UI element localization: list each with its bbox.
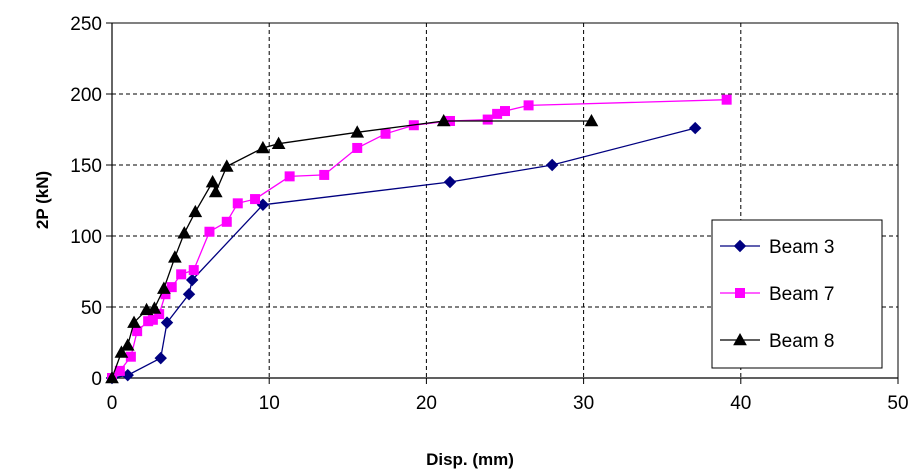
x-tick-label: 20 <box>416 393 437 414</box>
data-point <box>120 338 135 351</box>
data-point <box>523 100 534 111</box>
data-point <box>176 269 187 280</box>
x-tick-label: 50 <box>887 393 908 414</box>
data-point <box>205 175 220 188</box>
data-point <box>114 365 125 376</box>
axes <box>106 22 899 384</box>
data-point <box>154 309 165 320</box>
legend-label: Beam 7 <box>769 284 834 305</box>
data-point <box>160 316 174 329</box>
series-group <box>105 94 732 385</box>
legend-item: Beam 7 <box>720 284 834 305</box>
y-tick-label: 200 <box>70 85 102 106</box>
legend-label: Beam 8 <box>769 331 834 352</box>
data-point <box>105 370 119 384</box>
data-point <box>204 226 215 237</box>
series-beam-8 <box>105 113 599 384</box>
data-point <box>350 125 365 138</box>
data-point <box>380 128 391 139</box>
tick-labels: 0 50 100 150 200 250 0 10 20 30 40 50 <box>70 14 908 414</box>
x-tick-label: 0 <box>107 393 118 414</box>
legend-item: Beam 8 <box>720 331 834 352</box>
data-point <box>545 158 559 172</box>
data-point <box>232 198 243 209</box>
data-point <box>157 281 171 294</box>
y-tick-label: 50 <box>81 298 102 319</box>
data-point <box>219 159 234 172</box>
y-axis-label: 2P (kN) <box>33 171 52 229</box>
y-tick-label: 100 <box>70 227 102 248</box>
data-point <box>436 113 451 127</box>
data-point <box>177 226 192 239</box>
data-point <box>125 351 136 362</box>
data-point <box>208 184 223 198</box>
x-tick-label: 10 <box>259 393 280 414</box>
data-point <box>352 142 363 153</box>
data-point <box>166 282 177 293</box>
data-point <box>271 136 286 149</box>
legend-marker <box>733 239 747 253</box>
data-point <box>250 194 261 205</box>
data-point <box>154 351 167 365</box>
data-point <box>443 175 457 189</box>
data-point <box>147 301 162 314</box>
data-point <box>132 326 143 337</box>
x-tick-label: 30 <box>573 393 594 414</box>
x-tick-label: 40 <box>730 393 751 414</box>
legend: Beam 3 Beam 7 Beam 8 <box>711 219 883 369</box>
data-point <box>185 273 199 287</box>
data-point <box>114 345 129 358</box>
x-axis-label: Disp. (mm) <box>426 450 514 469</box>
data-point <box>188 265 199 276</box>
data-point <box>584 113 599 127</box>
y-tick-label: 150 <box>70 156 102 177</box>
data-point <box>147 314 158 325</box>
data-point <box>221 216 232 227</box>
legend-marker <box>733 332 747 346</box>
data-point <box>689 121 702 135</box>
data-point <box>182 288 196 301</box>
data-point <box>256 140 270 154</box>
data-point <box>284 171 295 182</box>
y-tick-label: 0 <box>91 369 102 390</box>
y-tick-label: 250 <box>70 14 102 35</box>
legend-item: Beam 3 <box>720 237 834 258</box>
data-point <box>482 114 493 125</box>
data-point <box>319 169 330 180</box>
data-point <box>500 106 510 117</box>
data-point <box>188 204 203 218</box>
data-point <box>127 315 141 328</box>
legend-label: Beam 3 <box>769 237 834 258</box>
data-point <box>721 94 732 105</box>
legend-marker <box>735 288 745 298</box>
series-line <box>111 127 696 379</box>
data-point <box>168 250 182 263</box>
